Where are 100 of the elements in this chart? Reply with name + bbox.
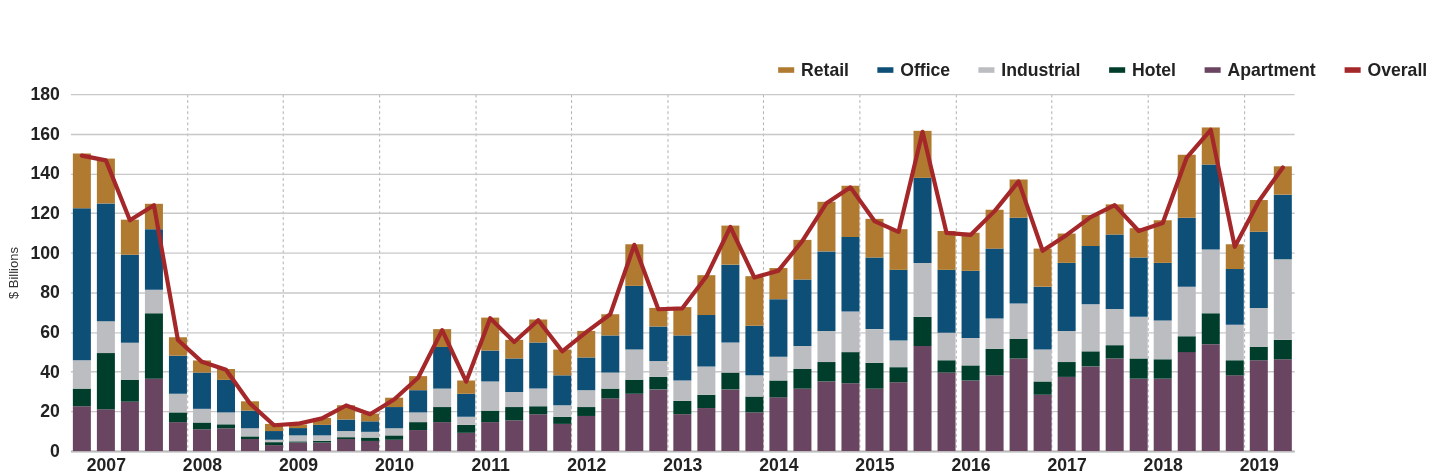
bar	[216, 412, 235, 425]
bar	[937, 230, 956, 270]
bar	[745, 396, 764, 413]
bar	[961, 270, 980, 339]
bar	[577, 415, 596, 452]
bar	[433, 346, 452, 389]
legend-label: Apartment	[1227, 59, 1316, 80]
bar	[144, 313, 163, 379]
bar	[240, 410, 260, 429]
bar	[385, 428, 404, 436]
bar	[96, 353, 115, 410]
bar	[120, 254, 139, 343]
bar	[889, 269, 908, 341]
bar	[1177, 217, 1196, 287]
bar	[577, 357, 596, 391]
y-tick-label: 20	[40, 401, 60, 422]
bar	[1057, 262, 1076, 331]
legend-label: Hotel	[1131, 59, 1177, 80]
bar	[1129, 228, 1148, 258]
bar	[673, 335, 692, 381]
legend-label: Industrial	[1001, 59, 1081, 80]
bar	[120, 401, 139, 452]
bar	[481, 410, 500, 423]
bar	[1153, 262, 1172, 321]
bar	[721, 372, 740, 390]
bar	[120, 379, 139, 402]
bar	[1105, 234, 1124, 309]
bar	[1081, 366, 1100, 452]
bar	[745, 276, 764, 326]
y-tick-label: 140	[30, 163, 60, 184]
bar	[192, 372, 211, 409]
bar	[889, 382, 908, 452]
bar	[409, 422, 428, 431]
bar	[1177, 336, 1196, 353]
bar	[793, 345, 812, 369]
bar	[1129, 378, 1148, 452]
bar	[673, 414, 692, 452]
bar	[313, 442, 332, 452]
x-tick-label: 2007	[86, 455, 127, 475]
bar	[1057, 376, 1076, 452]
bar	[289, 428, 308, 436]
bar	[216, 428, 235, 452]
y-tick-label: 0	[50, 441, 60, 462]
bar	[385, 439, 404, 452]
bar	[409, 430, 428, 452]
bar	[601, 398, 620, 452]
bar	[1105, 358, 1124, 452]
bar	[625, 393, 644, 452]
bar	[361, 431, 380, 438]
bar	[769, 380, 788, 398]
bar	[985, 375, 1004, 452]
bar	[1273, 339, 1292, 360]
bar	[120, 219, 139, 255]
bar	[937, 372, 956, 452]
bar	[961, 232, 980, 271]
bar	[865, 218, 884, 258]
bar	[72, 406, 91, 452]
bar	[144, 378, 163, 452]
y-tick-label: 160	[30, 123, 60, 144]
bar	[1105, 345, 1124, 359]
bar	[553, 375, 572, 406]
bar	[577, 407, 596, 416]
x-tick-label: 2016	[951, 455, 991, 475]
bar	[96, 203, 115, 322]
bar	[1033, 248, 1052, 287]
bar	[745, 375, 764, 397]
bar	[168, 355, 187, 394]
bar	[1225, 244, 1244, 270]
bar	[889, 229, 908, 270]
bar	[721, 264, 740, 343]
bar	[865, 257, 884, 330]
bar	[889, 367, 908, 383]
x-tick-label: 2012	[567, 455, 607, 475]
bar	[240, 428, 260, 437]
bar	[337, 419, 356, 432]
bar	[144, 229, 163, 290]
bar	[649, 389, 668, 452]
bar	[817, 251, 836, 331]
bar	[433, 422, 452, 452]
bar	[745, 325, 764, 376]
bar	[985, 248, 1004, 319]
y-tick-label: 120	[30, 203, 60, 224]
bar	[841, 237, 860, 312]
bar	[673, 400, 692, 415]
bar	[673, 307, 692, 336]
bar	[265, 431, 284, 440]
bar	[313, 435, 332, 441]
bar	[817, 381, 836, 452]
bar	[961, 365, 980, 381]
bar	[937, 360, 956, 373]
bar	[937, 269, 956, 333]
x-tick-label: 2008	[182, 455, 223, 475]
bar	[529, 406, 548, 415]
bar	[1273, 194, 1292, 260]
x-tick-label: 2015	[855, 455, 895, 475]
bar	[1081, 351, 1100, 367]
bar	[601, 335, 620, 373]
bar	[216, 424, 235, 429]
bar	[505, 358, 524, 392]
bar	[457, 416, 476, 425]
